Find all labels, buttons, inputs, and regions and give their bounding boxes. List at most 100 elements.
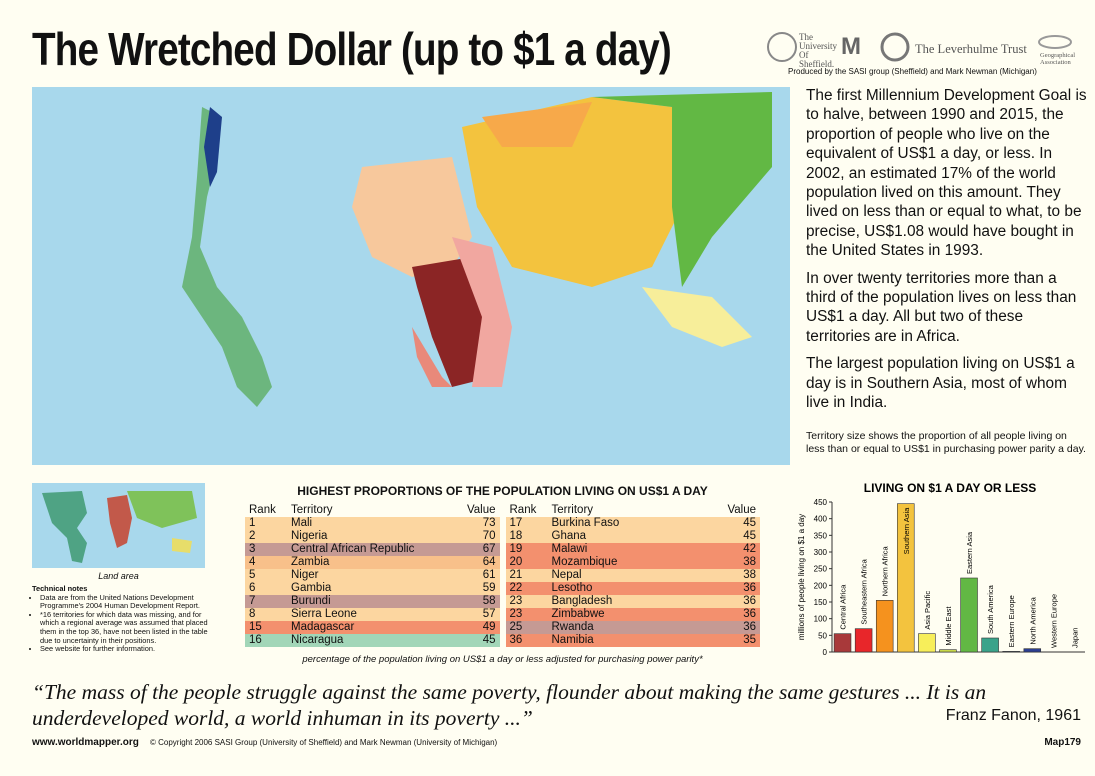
table-row: 15 Madagascar 49 — [245, 621, 500, 634]
territory-cell: Ghana — [551, 530, 587, 542]
value-cell: 42 — [743, 543, 756, 555]
territory-cell: Zimbabwe — [551, 608, 605, 620]
notes-list: Data are from the United Nations Develop… — [32, 593, 212, 654]
territory-cell: Rwanda — [551, 621, 594, 633]
bar — [1023, 648, 1042, 653]
table-title: HIGHEST PROPORTIONS OF THE POPULATION LI… — [297, 484, 708, 498]
bar-chart: LIVING ON $1 A DAY OR LESS millions of p… — [797, 482, 1085, 657]
table-column: Rank Territory Value 1 Mali 73 2 Nigeria 70 3 Cent… — [245, 504, 500, 647]
table-row: 23 Zimbabwe 36 — [505, 608, 760, 621]
table-row: 18 Ghana 45 — [505, 530, 760, 543]
logo-ga: Geographical Association — [1040, 52, 1076, 66]
value-cell: 35 — [743, 634, 756, 646]
rank-cell: 36 — [509, 634, 523, 646]
map-number: Map179 — [1044, 737, 1081, 748]
table-caption: percentage of the population living on U… — [302, 654, 703, 665]
y-tick-label: 100 — [814, 615, 828, 624]
y-tick-label: 200 — [814, 581, 828, 590]
value-cell: 45 — [743, 517, 756, 529]
y-tick-label: 150 — [814, 598, 828, 607]
table-column: Rank Territory Value 17 Burkina Faso 45 18 Ghan… — [505, 504, 761, 647]
logo-sheffield: The University Of Sheffield. — [799, 32, 837, 69]
paragraph: In over twenty territories more than a t… — [806, 269, 1077, 345]
value-cell: 64 — [482, 556, 496, 568]
table-row: 25 Rwanda 36 — [505, 621, 760, 634]
rank-cell: 4 — [249, 556, 256, 568]
paragraph: The first Millennium Development Goal is… — [806, 87, 1087, 260]
table-header: Rank Territory Value — [245, 504, 500, 517]
territory-cell: Bangladesh — [551, 595, 613, 607]
copyright: © Copyright 2006 SASI Group (University … — [150, 738, 498, 747]
value-cell: 36 — [743, 595, 756, 607]
table-row: 16 Nicaragua 45 — [245, 634, 500, 647]
y-tick-label: 50 — [818, 631, 827, 640]
territory-cell: Mali — [291, 517, 313, 529]
rank-cell: 15 — [249, 621, 262, 633]
header-cell: Value — [727, 504, 756, 516]
ranking-table: HIGHEST PROPORTIONS OF THE POPULATION LI… — [245, 484, 760, 647]
table-row: 6 Gambia 59 — [245, 582, 500, 595]
value-cell: 61 — [482, 569, 496, 581]
rank-cell: 22 — [509, 582, 523, 594]
notes-title: Technical notes — [32, 584, 88, 593]
value-cell: 59 — [482, 582, 496, 594]
territory-cell: Burkina Faso — [551, 517, 620, 529]
y-tick-label: 250 — [814, 565, 828, 574]
rank-cell: 1 — [249, 517, 256, 529]
header-cell: Value — [466, 504, 496, 516]
header-cell: Rank — [249, 504, 276, 516]
category-label: Asia Pacific — [923, 591, 932, 630]
bar — [918, 633, 936, 653]
rank-cell: 16 — [249, 634, 262, 646]
header-cell: Rank — [509, 504, 537, 516]
chart-title: LIVING ON $1 A DAY OR LESS — [864, 482, 1037, 495]
category-label: Central Africa — [839, 584, 848, 630]
table-row: 19 Malawi 42 — [505, 543, 760, 556]
value-cell: 73 — [482, 517, 496, 529]
y-tick-label: 300 — [814, 548, 828, 557]
value-cell: 45 — [743, 530, 756, 542]
table-header: Rank Territory Value — [506, 504, 761, 517]
svg-text:M: M — [841, 33, 861, 60]
table-row: 17 Burkina Faso 45 — [505, 517, 760, 530]
quote: “The mass of the people struggle against… — [32, 680, 987, 730]
category-label: Middle East — [944, 606, 953, 646]
table-row: 36 Namibia 35 — [505, 634, 760, 647]
value-cell: 36 — [743, 621, 756, 633]
table-row: 20 Mozambique 38 — [505, 556, 760, 569]
rank-cell: 8 — [249, 608, 256, 620]
value-cell: 38 — [743, 569, 756, 581]
paragraph: The largest population living on US$1 a … — [806, 355, 1075, 412]
territory-cell: Nigeria — [291, 530, 328, 542]
rank-cell: 20 — [509, 556, 523, 568]
territory-cell: Nepal — [551, 569, 582, 581]
rank-cell: 23 — [509, 608, 523, 620]
table-row: 1 Mali 73 — [245, 517, 500, 530]
logo-icons: M — [767, 32, 1072, 62]
value-cell: 67 — [482, 543, 496, 555]
category-label: Eastern Europe — [1007, 595, 1016, 647]
rank-cell: 25 — [509, 621, 523, 633]
territory-cell: Burundi — [291, 595, 331, 607]
header-cell: Territory — [291, 504, 333, 516]
y-tick-label: 400 — [814, 515, 828, 524]
category-label: Southeastern Africa — [860, 558, 869, 624]
value-cell: 49 — [482, 621, 496, 633]
category-label: South America — [986, 584, 995, 634]
table-columns: Rank Territory Value 1 Mali 73 2 Nigeria 70 3 Cent… — [245, 504, 760, 647]
bar — [981, 637, 999, 653]
territory-cell: Sierra Leone — [291, 608, 357, 620]
header-cell: Territory — [551, 504, 594, 516]
note-item: See website for further information. — [40, 645, 212, 654]
table-row: 23 Bangladesh 36 — [505, 595, 760, 608]
table-row: 8 Sierra Leone 57 — [245, 608, 500, 621]
territory-cell: Mozambique — [551, 556, 618, 568]
table-row: 5 Niger 61 — [245, 569, 500, 582]
inset-map — [32, 483, 205, 568]
inset-label: Land area — [98, 571, 139, 581]
territory-cell: Namibia — [551, 634, 594, 646]
rank-cell: 6 — [249, 582, 256, 594]
y-tick-label: 0 — [823, 648, 828, 657]
y-tick-label: 350 — [814, 531, 828, 540]
rank-cell: 21 — [509, 569, 523, 581]
